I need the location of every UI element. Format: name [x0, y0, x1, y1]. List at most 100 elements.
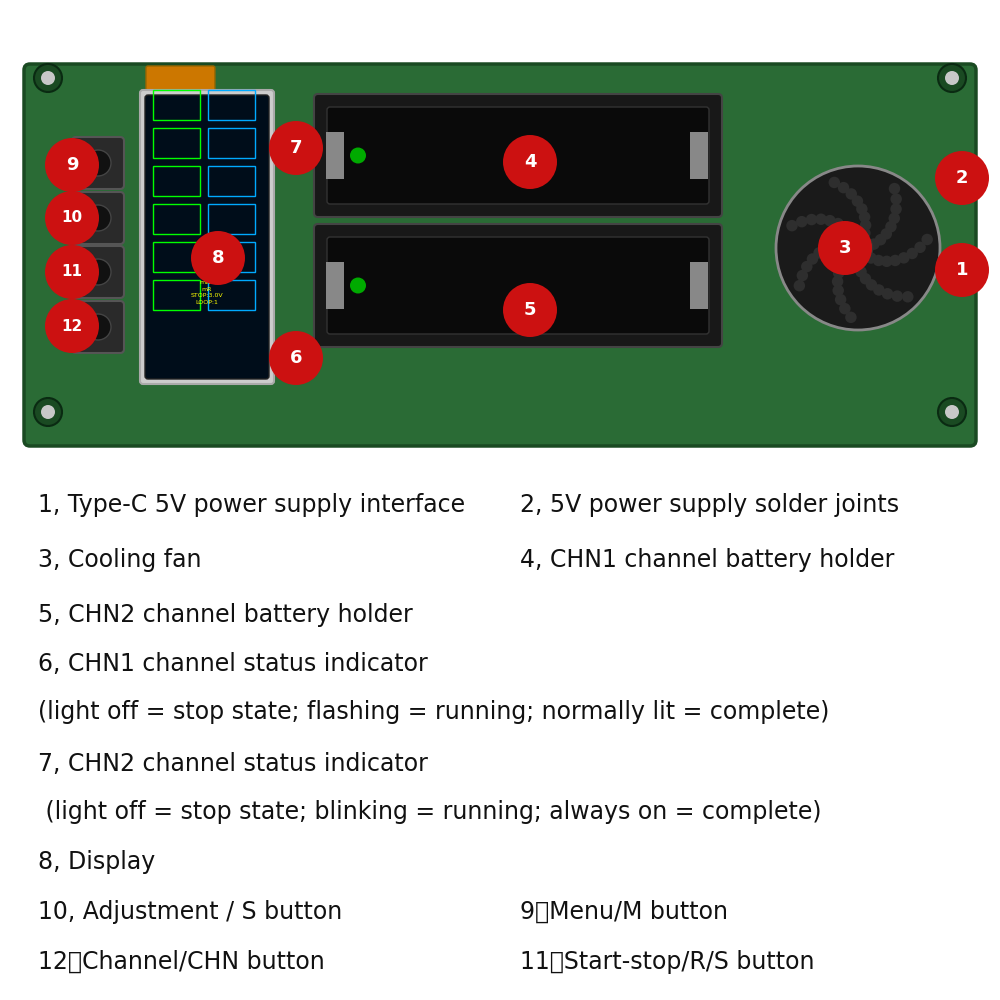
Bar: [208, 90, 255, 120]
Text: 7, CHN2 channel status indicator: 7, CHN2 channel status indicator: [38, 752, 428, 776]
Circle shape: [34, 398, 62, 426]
Bar: [208, 128, 255, 158]
Circle shape: [45, 191, 99, 245]
Circle shape: [269, 121, 323, 175]
Circle shape: [873, 255, 884, 266]
FancyBboxPatch shape: [72, 301, 124, 353]
FancyBboxPatch shape: [145, 95, 269, 379]
Circle shape: [938, 398, 966, 426]
Circle shape: [833, 267, 844, 279]
Circle shape: [786, 220, 798, 231]
Text: 12、Channel/CHN button: 12、Channel/CHN button: [38, 950, 325, 974]
Circle shape: [818, 221, 872, 275]
Circle shape: [856, 203, 868, 215]
Circle shape: [859, 211, 870, 223]
Text: 1, Type-C 5V power supply interface: 1, Type-C 5V power supply interface: [38, 493, 465, 517]
Bar: [153, 280, 200, 310]
Circle shape: [34, 64, 62, 92]
Text: 2: 2: [956, 169, 968, 187]
Circle shape: [776, 166, 940, 330]
FancyBboxPatch shape: [950, 248, 966, 288]
Circle shape: [851, 241, 865, 255]
Circle shape: [85, 205, 111, 231]
Text: 6, CHN1 channel status indicator: 6, CHN1 channel status indicator: [38, 652, 428, 676]
Text: 11、Start-stop/R/S button: 11、Start-stop/R/S button: [520, 950, 814, 974]
Circle shape: [794, 280, 805, 291]
Circle shape: [945, 405, 959, 419]
Circle shape: [868, 238, 880, 250]
Circle shape: [846, 188, 857, 200]
FancyBboxPatch shape: [314, 94, 722, 217]
Circle shape: [945, 71, 959, 85]
Bar: [208, 204, 255, 234]
Circle shape: [889, 255, 901, 266]
Text: 9、Menu/M button: 9、Menu/M button: [520, 900, 728, 924]
Circle shape: [836, 239, 848, 250]
Circle shape: [881, 256, 892, 267]
Text: 4, CHN1 channel battery holder: 4, CHN1 channel battery holder: [520, 548, 894, 572]
Circle shape: [85, 259, 111, 285]
Circle shape: [882, 288, 893, 300]
FancyBboxPatch shape: [72, 246, 124, 298]
Text: 4: 4: [524, 153, 536, 171]
Circle shape: [503, 135, 557, 189]
Circle shape: [813, 247, 825, 259]
Circle shape: [906, 248, 918, 259]
Circle shape: [45, 138, 99, 192]
Circle shape: [881, 228, 892, 240]
Circle shape: [806, 214, 817, 225]
Circle shape: [829, 177, 840, 188]
Circle shape: [828, 240, 840, 251]
Circle shape: [807, 253, 818, 265]
Circle shape: [890, 203, 902, 215]
Circle shape: [898, 252, 910, 264]
Circle shape: [873, 284, 885, 296]
Circle shape: [835, 294, 846, 305]
Circle shape: [350, 147, 366, 163]
FancyBboxPatch shape: [72, 137, 124, 189]
Bar: [153, 90, 200, 120]
Circle shape: [885, 221, 897, 232]
FancyBboxPatch shape: [24, 64, 976, 446]
Text: 9: 9: [66, 156, 78, 174]
Bar: [208, 280, 255, 310]
Text: 10: 10: [61, 211, 83, 226]
FancyBboxPatch shape: [140, 90, 274, 384]
Circle shape: [890, 193, 902, 205]
Bar: [153, 166, 200, 196]
Bar: [153, 204, 200, 234]
Bar: [326, 132, 344, 178]
Text: 3, Cooling fan: 3, Cooling fan: [38, 548, 202, 572]
Bar: [153, 242, 200, 272]
Bar: [208, 242, 255, 272]
FancyBboxPatch shape: [327, 237, 709, 334]
Circle shape: [845, 312, 857, 323]
Circle shape: [860, 273, 871, 284]
Circle shape: [852, 195, 863, 207]
Circle shape: [41, 405, 55, 419]
Text: (light off = stop state; blinking = running; always on = complete): (light off = stop state; blinking = runn…: [38, 800, 822, 824]
Circle shape: [889, 213, 900, 224]
FancyBboxPatch shape: [146, 66, 215, 95]
Text: 3: 3: [839, 239, 851, 257]
Circle shape: [889, 183, 900, 194]
Circle shape: [840, 253, 851, 264]
Text: 2, 5V power supply solder joints: 2, 5V power supply solder joints: [520, 493, 899, 517]
Circle shape: [815, 214, 827, 225]
Circle shape: [935, 151, 989, 205]
Circle shape: [914, 242, 926, 253]
Circle shape: [843, 233, 873, 263]
Circle shape: [350, 277, 366, 294]
Circle shape: [902, 291, 914, 303]
Circle shape: [832, 218, 844, 229]
Circle shape: [921, 234, 933, 245]
Circle shape: [892, 290, 903, 302]
Text: 5: 5: [524, 301, 536, 319]
Bar: [326, 262, 344, 308]
Circle shape: [865, 252, 877, 264]
FancyBboxPatch shape: [327, 107, 709, 204]
Circle shape: [821, 243, 832, 254]
Text: 8, Display: 8, Display: [38, 850, 155, 874]
Circle shape: [845, 228, 856, 239]
Circle shape: [836, 259, 847, 271]
